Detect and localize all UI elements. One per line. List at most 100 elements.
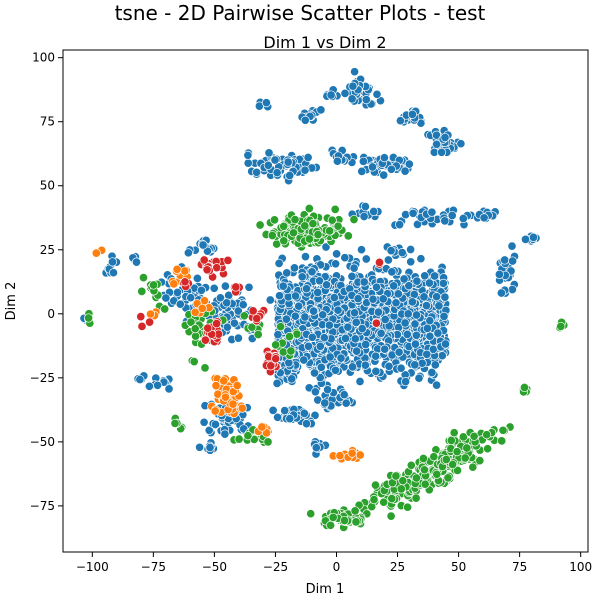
scatter-point	[195, 442, 205, 452]
scatter-point	[350, 506, 360, 516]
scatter-point	[186, 293, 196, 303]
scatter-point	[279, 236, 289, 246]
scatter-point	[190, 324, 200, 334]
y-tick-label: 50	[40, 179, 55, 193]
scatter-point	[353, 294, 363, 304]
scatter-point	[247, 322, 257, 332]
scatter-point	[446, 435, 456, 446]
scatter-point	[170, 418, 180, 428]
scatter-point	[84, 313, 94, 323]
scatter-point	[263, 160, 273, 170]
scatter-point	[369, 495, 379, 505]
scatter-point	[330, 365, 341, 375]
scatter-point	[425, 316, 435, 326]
scatter-point	[452, 447, 462, 457]
scatter-point	[348, 81, 358, 91]
axes-frame	[62, 49, 589, 553]
scatter-point	[238, 300, 248, 310]
scatter-point	[290, 215, 300, 225]
y-tick-label: 0	[47, 307, 55, 321]
scatter-point	[411, 493, 421, 503]
scatter-point	[215, 293, 225, 303]
scatter-point	[500, 255, 510, 265]
scatter-point	[153, 380, 163, 390]
scatter-point	[205, 442, 215, 453]
scatter-point	[307, 267, 317, 277]
scatter-point	[222, 322, 232, 332]
scatter-point	[283, 157, 293, 167]
scatter-point	[332, 156, 342, 166]
scatter-point	[439, 311, 449, 321]
scatter-point	[458, 432, 468, 442]
scatter-point	[243, 150, 253, 160]
scatter-point	[458, 213, 468, 224]
scatter-point	[482, 430, 492, 440]
scatter-point	[406, 244, 416, 255]
scatter-point	[350, 334, 360, 344]
scatter-point	[441, 454, 451, 465]
x-tick-label: −50	[202, 560, 227, 574]
y-tick-label: −50	[30, 435, 55, 449]
scatter-point	[400, 318, 410, 328]
scatter-point	[468, 462, 478, 472]
scatter-point	[347, 362, 358, 372]
scatter-point	[268, 405, 278, 415]
scatter-point	[252, 313, 262, 324]
scatter-point	[278, 281, 288, 291]
scatter-point	[138, 273, 149, 283]
scatter-point	[449, 428, 459, 438]
y-tick-label: −25	[30, 371, 55, 385]
scatter-point	[252, 167, 262, 177]
scatter-point	[417, 358, 427, 368]
scatter-point	[192, 273, 202, 283]
scatter-point	[429, 452, 439, 462]
x-tick-label: −100	[76, 560, 109, 574]
figure-suptitle: tsne - 2D Pairwise Scatter Plots - test	[114, 1, 486, 25]
scatter-point	[339, 515, 350, 526]
scatter-point	[211, 381, 221, 391]
x-tick-label: −75	[141, 560, 166, 574]
scatter-point	[406, 460, 416, 470]
scatter-point	[414, 373, 424, 383]
scatter-point	[371, 282, 382, 292]
scatter-point	[281, 314, 291, 324]
scatter-point	[386, 511, 396, 521]
scatter-point	[276, 322, 286, 332]
scatter-point	[145, 309, 156, 319]
scatter-point	[396, 484, 406, 494]
scatter-point	[360, 202, 370, 212]
scatter-point	[131, 257, 142, 267]
scatter-point	[318, 310, 328, 320]
scatter-point	[411, 473, 422, 483]
scatter-point	[343, 231, 353, 241]
scatter-point	[430, 360, 440, 370]
scatter-point	[313, 230, 323, 240]
scatter-point	[199, 417, 209, 427]
scatter-point	[301, 419, 312, 429]
scatter-point	[411, 310, 422, 320]
scatter-point	[349, 263, 359, 273]
scatter-point	[329, 293, 339, 303]
scatter-point	[528, 232, 539, 242]
scatter-point	[278, 347, 288, 357]
scatter-point	[420, 479, 430, 489]
scatter-point	[161, 293, 171, 303]
scatter-point	[189, 357, 199, 367]
scatter-point	[202, 265, 212, 275]
scatter-point	[309, 368, 320, 378]
scatter-point	[407, 109, 417, 119]
scatter-point	[403, 309, 413, 319]
scatter-point	[273, 412, 283, 422]
scatter-point	[203, 323, 213, 333]
x-tick-label: 100	[569, 560, 592, 574]
scatter-point	[347, 94, 357, 104]
scatter-point	[443, 473, 453, 483]
scatter-point	[308, 219, 318, 229]
scatter-point	[331, 259, 341, 269]
scatter-point	[369, 206, 379, 217]
scatter-point	[412, 276, 422, 286]
scatter-point	[440, 132, 450, 143]
scatter-point	[440, 292, 450, 302]
scatter-point	[391, 471, 401, 481]
scatter-point	[301, 284, 312, 294]
